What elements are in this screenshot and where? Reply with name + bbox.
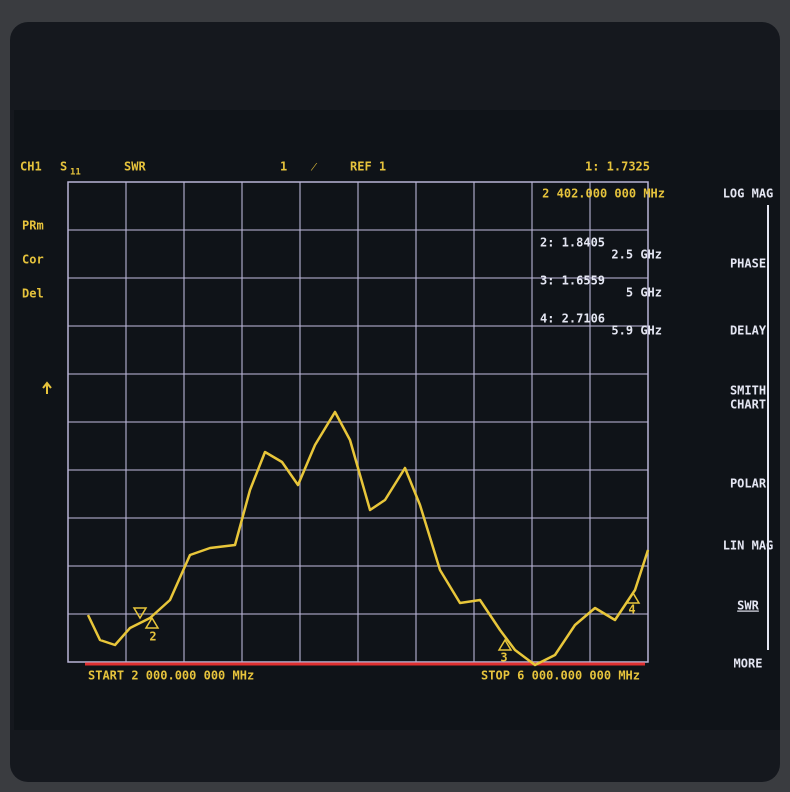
softkey: PHASE [730,257,766,271]
softkey: LIN MAG [723,539,774,553]
softkey: DELAY [730,324,767,338]
marker-freq: 5 GHz [626,286,662,300]
softkey: LOG MAG [723,187,774,201]
param: S [60,160,67,174]
softkey: SMITH [730,384,766,398]
scale: 1 [280,160,287,174]
marker-value: 4: 2.7106 [540,312,605,326]
softkey: CHART [730,398,766,412]
param-sub: 11 [70,168,81,178]
marker-value: 2: 1.8405 [540,236,605,250]
format: SWR [124,160,146,174]
trace-flag: 3 [500,651,507,665]
softkey: MORE [734,657,763,671]
marker-2-flag [144,616,160,629]
scale-arrow [42,381,52,394]
scale-unit-icon: ⁄ [310,160,318,174]
marker-freq: 5.9 GHz [611,324,662,338]
marker-1-flag [132,607,148,620]
screen [14,110,780,730]
channel: CH1 [20,160,42,174]
marker-3-flag [497,638,513,651]
stimulus-readout: 2 402.000 000 MHz [542,187,665,201]
softkey: POLAR [730,477,767,491]
trace [86,410,650,667]
trace-flag: 4 [628,603,635,617]
trace-flag: 2 [149,630,156,644]
marker-value: 3: 1.6559 [540,274,605,288]
stop: STOP 6 000.000 000 MHz [481,669,640,683]
status-label: Cor [22,253,44,267]
marker-4-flag [625,591,641,604]
marker-freq: 2.5 GHz [611,248,662,262]
ref: REF 1 [350,160,386,174]
status-label: Del [22,287,44,301]
status-label: PRm [22,219,44,233]
active-marker: 1: 1.7325 [585,160,650,174]
softkey: SWR [737,599,759,613]
start: START 2 000.000 000 MHz [88,669,254,683]
